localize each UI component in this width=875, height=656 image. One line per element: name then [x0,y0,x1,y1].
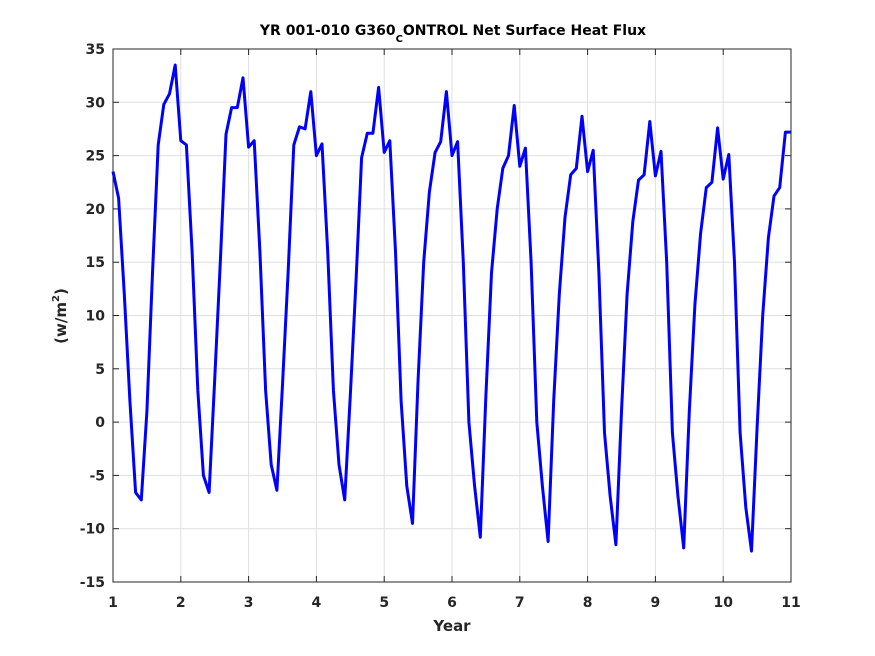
x-tick-label: 7 [515,595,525,611]
x-tick-label: 9 [651,595,661,611]
y-tick-label: 30 [86,95,106,111]
y-axis-label: (w/m2) [51,288,70,344]
x-tick-label: 5 [379,595,389,611]
y-tick-label: -15 [80,575,105,591]
x-axis-label: Year [432,617,471,635]
y-tick-label: -10 [80,522,106,538]
y-tick-label: 25 [86,149,105,165]
x-axis-ticks: 1 2 3 4 5 6 7 8 9 10 11 [108,49,801,611]
y-tick-label: 10 [86,309,106,325]
y-tick-label: 5 [95,362,105,378]
y-tick-label: -5 [89,468,105,484]
x-tick-label: 8 [583,595,593,611]
x-tick-label: 1 [108,595,118,611]
x-tick-label: 2 [176,595,186,611]
y-axis-ticks: -15 -10 -5 0 5 10 15 20 25 30 35 [80,42,791,591]
y-tick-label: 15 [86,255,105,271]
y-tick-label: 35 [86,42,105,58]
y-tick-label: 20 [86,202,106,218]
x-tick-label: 11 [781,595,800,611]
chart-title: YR 001-010 G360CONTROL Net Surface Heat … [259,23,646,45]
x-tick-label: 4 [312,595,322,611]
y-tick-label: 0 [95,415,105,431]
x-tick-label: 3 [244,595,254,611]
series-line [111,63,791,553]
x-tick-label: 6 [447,595,457,611]
x-tick-label: 10 [713,595,733,611]
